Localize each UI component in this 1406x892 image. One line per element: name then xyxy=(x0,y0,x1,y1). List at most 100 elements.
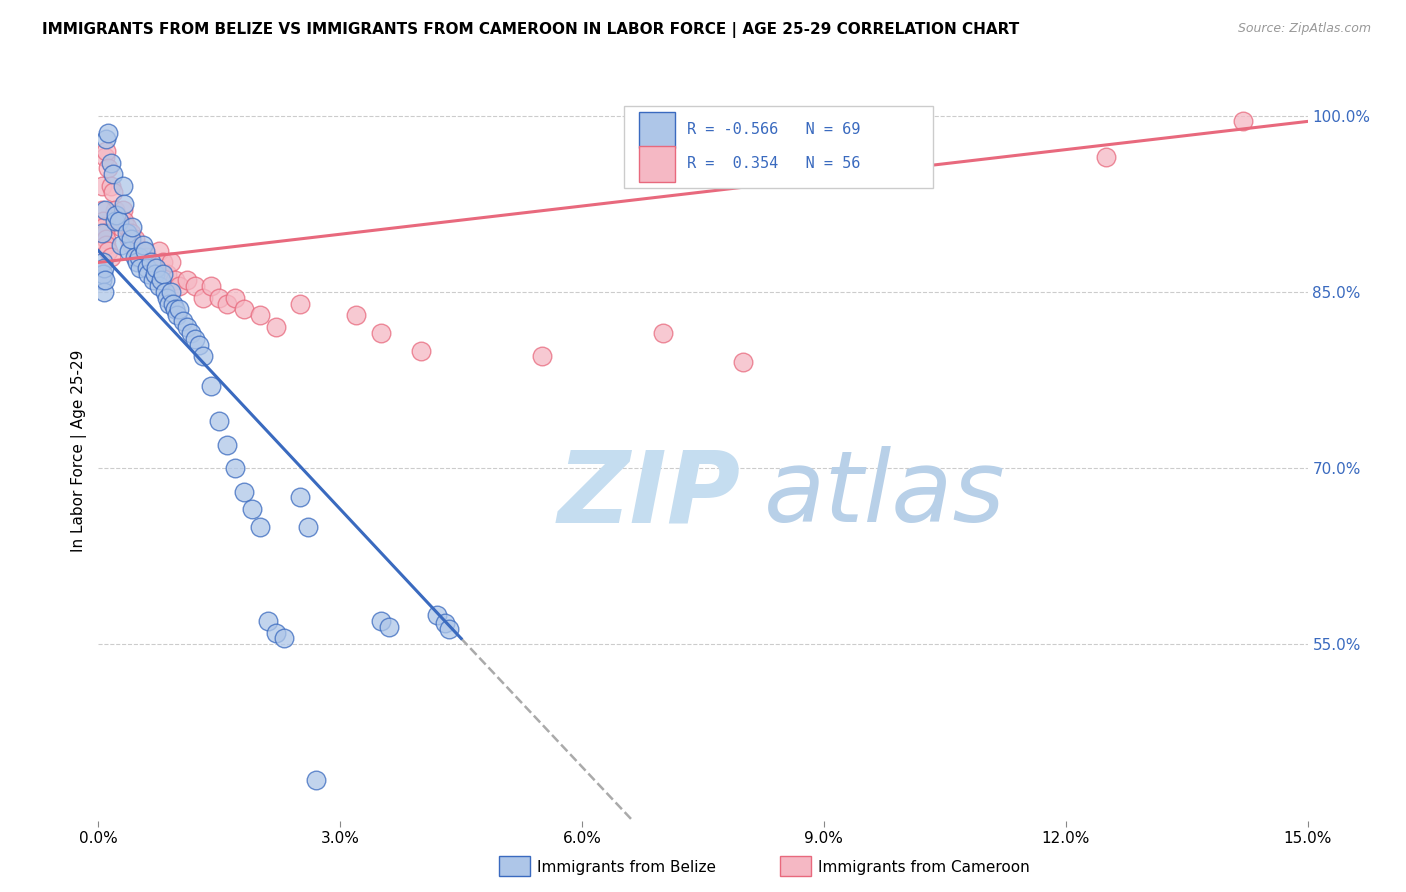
Point xyxy=(273,632,295,646)
Point xyxy=(132,237,155,252)
Point xyxy=(112,214,135,228)
Point xyxy=(184,332,207,346)
Point xyxy=(94,226,117,240)
Point xyxy=(97,126,120,140)
Point xyxy=(111,179,134,194)
Point xyxy=(91,273,114,287)
Point xyxy=(200,379,222,393)
Point xyxy=(93,220,115,235)
Point xyxy=(105,209,128,223)
Point xyxy=(184,279,207,293)
Point xyxy=(118,244,141,258)
Point xyxy=(232,484,254,499)
Point xyxy=(93,285,115,299)
Point xyxy=(107,214,129,228)
Point xyxy=(344,308,367,322)
Bar xyxy=(638,146,675,182)
Text: ZIP: ZIP xyxy=(558,446,741,543)
Point xyxy=(129,261,152,276)
Text: Source: ZipAtlas.com: Source: ZipAtlas.com xyxy=(1237,22,1371,36)
Point xyxy=(370,614,392,628)
Point xyxy=(100,250,122,264)
Point xyxy=(118,232,141,246)
Point xyxy=(112,196,135,211)
Point xyxy=(128,250,150,264)
Point xyxy=(96,132,118,146)
Point xyxy=(1232,114,1254,128)
Point xyxy=(180,326,202,340)
Point xyxy=(94,232,117,246)
Point xyxy=(172,314,194,328)
Bar xyxy=(624,106,932,187)
Point xyxy=(94,150,117,164)
Point xyxy=(115,226,138,240)
Point xyxy=(111,202,134,217)
Point xyxy=(264,320,287,334)
Point xyxy=(288,491,311,505)
Point xyxy=(135,250,157,264)
Point xyxy=(124,232,146,246)
Point xyxy=(143,261,166,276)
Point xyxy=(91,179,114,194)
Point xyxy=(91,202,114,217)
Point xyxy=(91,267,114,281)
Point xyxy=(127,255,149,269)
Point xyxy=(132,244,155,258)
Point xyxy=(91,226,114,240)
Point xyxy=(249,308,271,322)
Point xyxy=(200,279,222,293)
Point xyxy=(188,337,211,351)
Point xyxy=(733,355,755,369)
Point xyxy=(157,296,180,310)
Point xyxy=(224,461,246,475)
Point xyxy=(101,185,124,199)
Point xyxy=(249,520,271,534)
Point xyxy=(142,273,165,287)
Point xyxy=(103,214,125,228)
Point xyxy=(530,350,553,364)
Point xyxy=(97,161,120,176)
Point xyxy=(100,155,122,169)
Text: R = -0.566   N = 69: R = -0.566 N = 69 xyxy=(688,122,860,137)
Point xyxy=(93,261,115,276)
Point xyxy=(437,622,460,636)
Point xyxy=(152,267,174,281)
Text: IMMIGRANTS FROM BELIZE VS IMMIGRANTS FROM CAMEROON IN LABOR FORCE | AGE 25-29 CO: IMMIGRANTS FROM BELIZE VS IMMIGRANTS FRO… xyxy=(42,22,1019,38)
Point xyxy=(135,261,157,276)
Text: atlas: atlas xyxy=(763,446,1005,543)
Point xyxy=(217,296,239,310)
Point xyxy=(153,285,176,299)
Point xyxy=(426,607,449,622)
Point xyxy=(91,214,114,228)
Point xyxy=(224,291,246,305)
Point xyxy=(139,255,162,269)
Point xyxy=(94,273,117,287)
Point xyxy=(264,625,287,640)
Point xyxy=(156,291,179,305)
Point xyxy=(97,244,120,258)
Point xyxy=(148,244,170,258)
Point xyxy=(138,267,160,281)
Bar xyxy=(638,112,675,148)
Point xyxy=(166,308,188,322)
Text: Immigrants from Belize: Immigrants from Belize xyxy=(537,860,716,874)
Point xyxy=(256,614,278,628)
Point xyxy=(120,226,142,240)
Point xyxy=(288,296,311,310)
Point xyxy=(148,279,170,293)
Point xyxy=(409,343,432,358)
Point xyxy=(96,144,118,158)
Point xyxy=(94,202,117,217)
Point xyxy=(163,302,186,317)
Point xyxy=(150,273,173,287)
Point xyxy=(139,255,162,269)
Point xyxy=(163,273,186,287)
Point xyxy=(167,302,190,317)
Point xyxy=(107,214,129,228)
Point xyxy=(1095,150,1118,164)
Point xyxy=(100,179,122,194)
Point xyxy=(103,202,125,217)
Point xyxy=(208,414,231,428)
Y-axis label: In Labor Force | Age 25-29: In Labor Force | Age 25-29 xyxy=(72,350,87,551)
Point xyxy=(370,326,392,340)
